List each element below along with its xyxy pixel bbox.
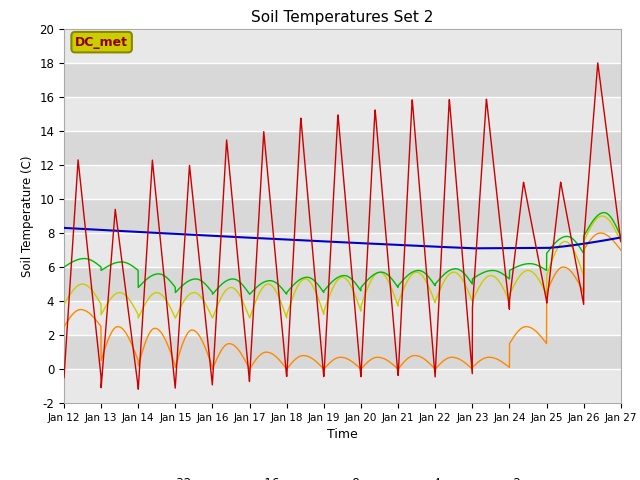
Bar [64, 335, 621, 369]
Bar [64, 267, 621, 301]
Bar [64, 63, 621, 97]
Text: DC_met: DC_met [75, 36, 128, 48]
Bar [64, 301, 621, 335]
Bar [64, 199, 621, 233]
Bar [64, 29, 621, 63]
Bar [64, 369, 621, 403]
Bar [64, 233, 621, 267]
X-axis label: Time: Time [327, 429, 358, 442]
Legend: -32cm, -16cm, -8cm, -4cm, -2cm: -32cm, -16cm, -8cm, -4cm, -2cm [141, 472, 544, 480]
Bar [64, 165, 621, 199]
Title: Soil Temperatures Set 2: Soil Temperatures Set 2 [252, 10, 433, 25]
Y-axis label: Soil Temperature (C): Soil Temperature (C) [20, 155, 34, 277]
Bar [64, 131, 621, 165]
Bar [64, 97, 621, 131]
